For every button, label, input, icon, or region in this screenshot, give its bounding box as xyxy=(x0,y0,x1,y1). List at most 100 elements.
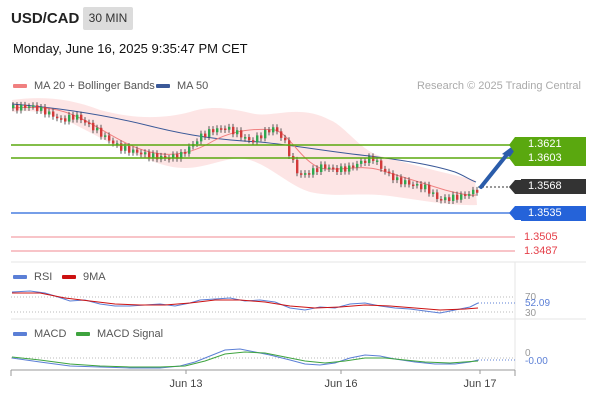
macd-line xyxy=(11,348,479,369)
candle-body xyxy=(468,194,471,196)
candle-body xyxy=(268,130,271,133)
candle-body xyxy=(176,154,179,159)
x-axis-label-jun17: Jun 17 xyxy=(463,378,496,390)
rsi-swatch xyxy=(13,275,27,279)
x-axis-label-jun16: Jun 16 xyxy=(324,378,357,390)
candle-body xyxy=(116,143,119,145)
candle-body xyxy=(204,133,207,137)
candle-body xyxy=(216,128,219,133)
resistance-2-tag: 1.3621 xyxy=(521,137,586,152)
candle-body xyxy=(420,184,423,190)
macd-zero-label: 0 xyxy=(525,348,531,359)
candle-body xyxy=(56,116,59,119)
candle-body xyxy=(328,167,331,170)
candle-body xyxy=(260,135,263,139)
candle-body xyxy=(308,173,311,175)
legend-ma20-label: MA 20 + Bollinger Bands xyxy=(34,80,155,92)
candle-body xyxy=(444,197,447,201)
candle-body xyxy=(408,180,411,185)
support-2-label: 1.3487 xyxy=(524,245,558,257)
candle-body xyxy=(452,194,455,201)
candle-body xyxy=(188,146,191,154)
candle-body xyxy=(248,137,251,141)
legend-macd-signal-label: MACD Signal xyxy=(97,328,164,340)
tag-pointer-r1 xyxy=(509,150,522,166)
candle-body xyxy=(124,146,127,151)
candle-body xyxy=(432,192,435,194)
rsi-30-label: 30 xyxy=(525,308,537,319)
legend-rsi-label: RSI xyxy=(34,271,53,283)
candle-body xyxy=(324,164,327,169)
candle-body xyxy=(236,130,239,135)
tag-pointer-pivot xyxy=(509,206,522,220)
candle-body xyxy=(232,126,235,135)
candle-body xyxy=(264,130,267,139)
candle-body xyxy=(220,128,223,130)
candle-body xyxy=(156,153,159,160)
candle-body xyxy=(228,126,231,130)
candle-body xyxy=(428,184,431,194)
candle-body xyxy=(28,106,31,108)
candle-body xyxy=(300,173,303,175)
bollinger-band xyxy=(12,98,477,206)
legend-macd-signal: MACD Signal xyxy=(76,328,163,340)
candle-body xyxy=(40,107,43,111)
research-credit: Research © 2025 Trading Central xyxy=(416,80,581,92)
candle-body xyxy=(412,184,415,187)
legend-macd: MACD xyxy=(13,328,66,340)
candle-body xyxy=(284,137,287,141)
candle-body xyxy=(148,152,151,159)
candle-body xyxy=(332,167,335,170)
candle-body xyxy=(212,129,215,133)
candle-body xyxy=(48,111,51,115)
tag-pointer-r2 xyxy=(509,137,522,153)
candle-body xyxy=(360,160,363,164)
candle-body xyxy=(196,141,199,144)
macd-signal-line xyxy=(11,351,479,368)
candle-body xyxy=(132,149,135,153)
candle-body xyxy=(164,155,167,159)
candle-body xyxy=(272,127,275,133)
pivot-tag: 1.3535 xyxy=(521,206,586,221)
macd-value-label: -0.00 xyxy=(525,356,548,367)
forecast-arrow xyxy=(479,145,515,189)
ma50-swatch xyxy=(156,84,170,88)
candle-body xyxy=(352,165,355,168)
candle-body xyxy=(456,194,459,200)
macd-swatch xyxy=(13,332,27,336)
candle-body xyxy=(364,160,367,163)
candle-body xyxy=(316,168,319,172)
candle-body xyxy=(208,129,211,137)
candle-body xyxy=(380,160,383,169)
rsi-ma-line xyxy=(12,292,479,311)
candle-body xyxy=(108,135,111,141)
candle-body xyxy=(336,168,339,173)
candle-body xyxy=(348,165,351,172)
legend-ma20: MA 20 + Bollinger Bands xyxy=(13,80,155,92)
candle-body xyxy=(60,118,63,120)
symbol-title: USD/CAD xyxy=(11,10,80,27)
candle-body xyxy=(120,143,123,151)
legend-macd-label: MACD xyxy=(34,328,67,340)
rsi-value-label: 52.09 xyxy=(525,298,550,309)
candle-body xyxy=(104,135,107,137)
support-1-label: 1.3505 xyxy=(524,231,558,243)
candle-body xyxy=(12,105,15,108)
interval-button[interactable]: 30 MIN xyxy=(83,7,133,30)
legend-rsi: RSI xyxy=(13,271,52,283)
candle-body xyxy=(68,114,71,122)
candle-body xyxy=(244,137,247,139)
candle-body xyxy=(252,140,255,143)
candle-body xyxy=(72,114,75,120)
candle-body xyxy=(16,105,19,111)
candle-body xyxy=(340,166,343,173)
candle-body xyxy=(80,114,83,121)
candle-body xyxy=(128,146,131,153)
candle-body xyxy=(256,135,259,143)
current-price-tag: 1.3568 xyxy=(521,179,586,194)
candle-body xyxy=(144,152,147,155)
candle-body xyxy=(32,105,35,107)
candle-body xyxy=(88,122,91,125)
candle-body xyxy=(140,152,143,155)
